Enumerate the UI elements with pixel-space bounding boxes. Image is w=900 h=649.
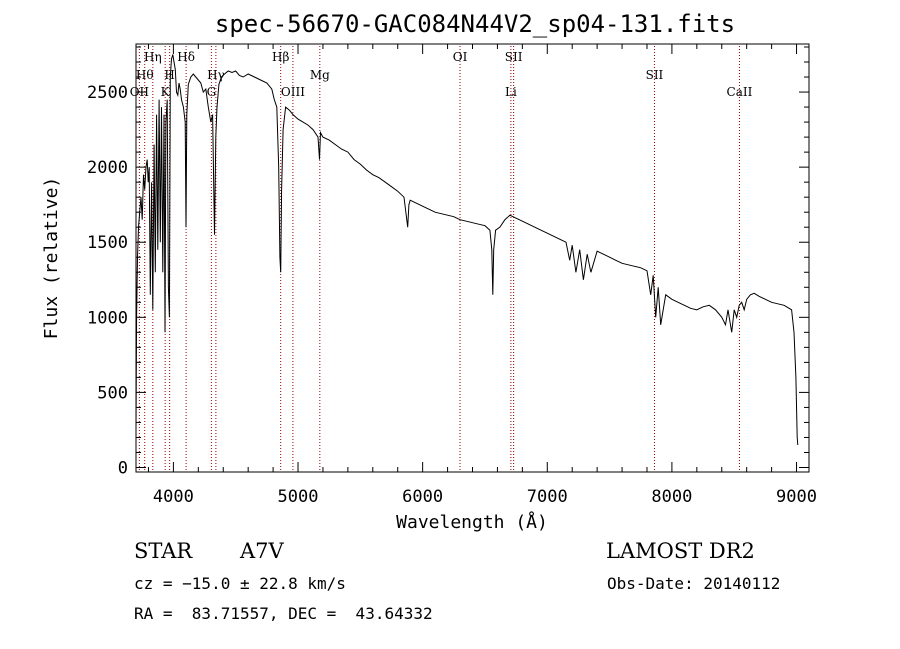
line-marker-label: OIII [281,85,305,99]
y-tick-label: 1500 [87,233,128,253]
line-marker-label: SII [505,50,523,64]
line-marker-label: G [207,85,217,99]
y-tick-label: 2000 [87,158,128,178]
line-marker-label: CaII [727,85,753,99]
line-marker-label: K [161,85,171,99]
object-class: STAR [134,539,193,563]
spectrum-series [135,54,799,446]
line-marker-label: H [164,68,174,82]
line-marker-label: Mg [310,68,330,82]
x-tick-label: 5000 [278,487,319,507]
line-marker-label: Hδ [177,50,195,64]
x-axis-label: Wavelength (Å) [396,511,548,533]
chart-title: spec-56670-GAC084N44V2_sp04-131.fits [215,10,735,38]
x-tick-label: 9000 [776,487,817,507]
y-tick-label: 500 [97,383,128,403]
x-tick-label: 7000 [527,487,568,507]
survey-name: LAMOST DR2 [606,539,755,563]
x-axis: 4000 5000 6000 7000 8000 9000 [147,44,817,507]
plot-frame [135,43,810,473]
y-axis: 0 500 1000 1500 2000 2500 [87,46,809,478]
redshift-value: cz = −15.0 ± 22.8 km/s [134,574,346,593]
subclass: A7V [240,539,284,563]
line-marker-label: OI [453,50,468,64]
line-marker-label: Hγ [207,68,225,82]
y-tick-label: 1000 [87,308,128,328]
line-marker-label: Hθ [136,68,154,82]
obs-date: Obs-Date: 20140112 [607,574,781,593]
x-tick-label: 6000 [402,487,443,507]
line-marker-label: Li [505,85,517,99]
y-tick-label: 2500 [87,83,128,103]
coordinates: RA = 83.71557, DEC = 43.64332 [134,604,433,623]
y-tick-label: 0 [118,458,128,478]
line-marker-label: Hβ [272,50,289,64]
spectrum-line [135,54,799,446]
line-marker-label: SII [646,68,664,82]
x-tick-label: 8000 [651,487,692,507]
x-tick-label: 4000 [153,487,194,507]
line-marker-label: Hη [144,50,162,64]
y-axis-label: Flux (relative) [41,177,62,340]
